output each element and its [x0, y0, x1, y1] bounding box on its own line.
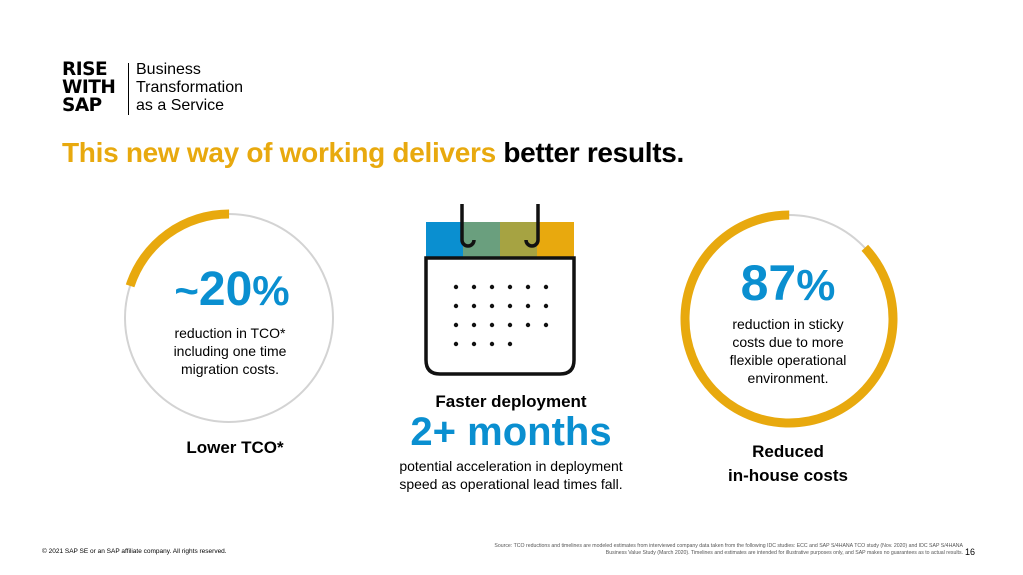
tagline-line: as a Service — [136, 97, 225, 114]
title-highlight: This new way of working delivers — [62, 137, 496, 168]
faster-deployment-label: Faster deployment — [435, 392, 587, 411]
calendar-dot — [543, 284, 549, 290]
calendar-dot — [543, 303, 549, 309]
description-line: environment. — [747, 370, 829, 386]
tagline-line: Business — [136, 61, 201, 78]
lower-tco-label: Lower TCO* — [186, 438, 284, 457]
tco-ring-chart — [120, 209, 338, 427]
calendar-dot — [471, 322, 477, 328]
logo-tagline: Business Transformation as a Service — [136, 61, 243, 115]
description-line: migration costs. — [180, 361, 280, 377]
source-line: Source: TCO reductions and timelines are… — [494, 543, 963, 549]
stat-number: 20 — [198, 263, 253, 316]
calendar-dot — [471, 303, 477, 309]
description-line: including one time — [173, 343, 287, 359]
calendar-dot — [471, 284, 477, 290]
source-note: Source: TCO reductions and timelines are… — [468, 543, 963, 557]
ring-progress — [680, 210, 898, 428]
tco-stat-value: ~20% — [152, 262, 312, 317]
deployment-stat-value: 2+ months — [410, 410, 612, 454]
calendar-icon — [424, 204, 576, 376]
deployment-description: potential acceleration in deployment spe… — [376, 457, 646, 493]
tagline-line: Transformation — [136, 79, 243, 96]
calendar-dot — [489, 303, 495, 309]
costs-ring-chart — [680, 210, 898, 428]
calendar-dot — [525, 303, 531, 309]
calendar-dot — [453, 303, 459, 309]
calendar-dot — [453, 284, 459, 290]
stat-number: 87 — [740, 255, 797, 311]
tco-description: reduction in TCO* including one time mig… — [150, 324, 310, 378]
rise-with-sap-logo: RISE WITH SAP — [62, 59, 116, 116]
source-line: Business Value Study (March 2020). Timel… — [605, 550, 963, 556]
description-line: speed as operational lead times fall. — [399, 476, 623, 492]
calendar-dot — [489, 284, 495, 290]
ring-progress — [120, 209, 338, 427]
description-line: reduction in TCO* — [174, 325, 286, 341]
calendar-dot — [525, 284, 531, 290]
calendar-dot — [543, 322, 549, 328]
calendar-dot — [489, 322, 495, 328]
costs-stat-value: 87% — [713, 254, 863, 312]
calendar-dot — [453, 341, 459, 347]
copyright-notice: © 2021 SAP SE or an SAP affiliate compan… — [42, 548, 227, 555]
label-line: in-house costs — [728, 466, 848, 485]
calendar-dot — [489, 341, 495, 347]
label-line: Reduced — [752, 442, 824, 461]
description-line: costs due to more — [732, 334, 844, 350]
calendar-dot — [507, 341, 513, 347]
description-line: reduction in sticky — [732, 316, 844, 332]
logo-divider — [128, 63, 129, 115]
title-rest: better results. — [503, 137, 685, 168]
calendar-dot — [507, 322, 513, 328]
stat-suffix: % — [796, 261, 836, 310]
logo-line: RISE — [62, 59, 108, 80]
costs-description: reduction in sticky costs due to more fl… — [708, 315, 868, 387]
calendar-dot — [525, 322, 531, 328]
calendar-dot — [453, 322, 459, 328]
calendar-dot — [507, 303, 513, 309]
page-title: This new way of working delivers better … — [62, 137, 684, 169]
stat-prefix: ~ — [174, 267, 199, 314]
page-number: 16 — [965, 547, 976, 557]
calendar-dot — [471, 341, 477, 347]
logo-line: WITH — [62, 77, 116, 98]
logo-line: SAP — [62, 95, 102, 116]
description-line: potential acceleration in deployment — [399, 458, 623, 474]
reduced-costs-label: Reduced in-house costs — [703, 440, 873, 488]
stat-suffix: % — [252, 267, 290, 314]
calendar-dot — [507, 284, 513, 290]
description-line: flexible operational — [729, 352, 847, 368]
